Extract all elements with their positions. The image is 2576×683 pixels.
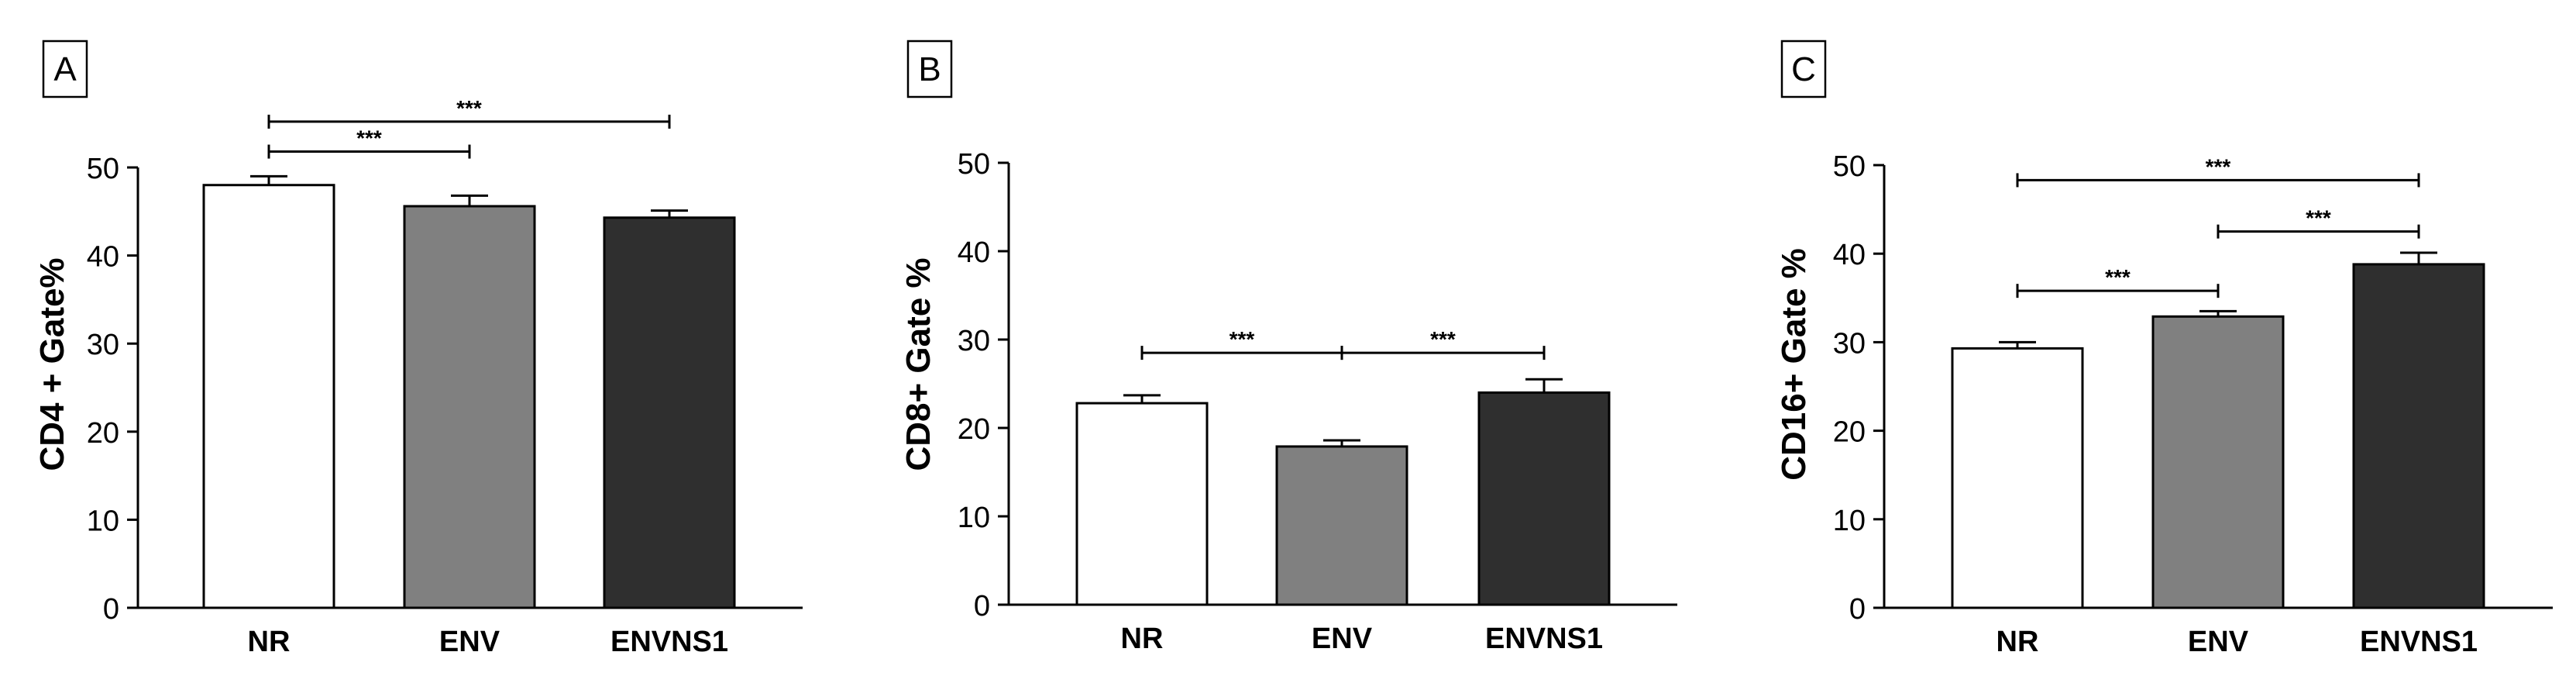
bar-nr xyxy=(1951,347,2084,609)
significance-label: *** xyxy=(356,126,382,150)
x-tick-label: ENVNS1 xyxy=(610,626,728,658)
y-tick-label: 20 xyxy=(87,417,119,450)
y-tick-label: 50 xyxy=(1833,150,1866,183)
y-tick-label: 40 xyxy=(1833,239,1866,271)
x-tick-label: NR xyxy=(1121,623,1164,655)
panel-label: C xyxy=(1791,50,1816,88)
y-tick-label: 20 xyxy=(1833,416,1866,449)
panel-label: A xyxy=(53,50,77,88)
y-tick-label: 10 xyxy=(87,505,119,537)
y-axis-label: CD16+ Gate % xyxy=(1775,248,1813,481)
bar-env xyxy=(403,205,536,609)
x-tick-label: ENV xyxy=(1312,623,1373,655)
plot-area: 0 10 20 30 40 50 NR ENV ENVNS1 *** *** *** xyxy=(1833,150,2553,658)
significance-label: *** xyxy=(1430,327,1456,351)
bar-envns1 xyxy=(1477,391,1611,606)
panel-a: A CD4 + Gate% 0 10 20 30 40 50 NR ENV ENVNS1 *** *… xyxy=(33,40,803,658)
panel-label-box xyxy=(906,40,953,98)
plot-area: 0 10 20 30 40 50 NR ENV ENVNS1 *** *** xyxy=(87,96,803,658)
y-tick-label: 30 xyxy=(1833,327,1866,360)
bar-nr xyxy=(1075,402,1209,606)
x-tick-label: ENVNS1 xyxy=(1485,623,1603,655)
bar-envns1 xyxy=(603,216,736,609)
significance-label: *** xyxy=(456,96,482,120)
y-tick-label: 10 xyxy=(1833,505,1866,537)
y-tick-label: 40 xyxy=(87,241,119,274)
significance-label: *** xyxy=(1230,327,1255,351)
panel-b: B CD8+ Gate % 0 10 20 30 40 50 NR ENV ENVNS1 *** *… xyxy=(899,40,1677,655)
panel-label-box xyxy=(42,40,88,98)
y-tick-label: 0 xyxy=(1849,593,1866,626)
significance-label: *** xyxy=(2306,206,2331,230)
plot-area: 0 10 20 30 40 50 NR ENV ENVNS1 *** *** xyxy=(958,148,1677,655)
x-tick-label: NR xyxy=(1996,626,2039,658)
x-tick-label: NR xyxy=(248,626,291,658)
bar-nr xyxy=(202,184,335,609)
x-tick-label: ENVNS1 xyxy=(2360,626,2478,658)
y-tick-label: 50 xyxy=(958,148,990,181)
bar-envns1 xyxy=(2352,263,2485,609)
y-tick-label: 40 xyxy=(958,236,990,269)
bar-env xyxy=(2151,315,2285,609)
y-tick-label: 30 xyxy=(87,329,119,361)
panel-label-box xyxy=(1780,40,1827,98)
panel-c: C CD16+ Gate % 0 10 20 30 40 50 NR ENV ENVNS1 ***… xyxy=(1775,40,2553,658)
x-tick-label: ENV xyxy=(2188,626,2249,658)
significance-label: *** xyxy=(2105,265,2131,289)
significance-label: *** xyxy=(2206,154,2231,178)
bar-env xyxy=(1275,445,1408,606)
y-tick-label: 0 xyxy=(103,593,119,626)
x-tick-label: ENV xyxy=(439,626,500,658)
y-tick-label: 0 xyxy=(974,590,990,623)
y-tick-label: 50 xyxy=(87,153,119,185)
y-tick-label: 20 xyxy=(958,413,990,446)
y-axis-label: CD4 + Gate% xyxy=(33,257,71,471)
y-axis-label: CD8+ Gate % xyxy=(899,257,937,471)
y-tick-label: 10 xyxy=(958,502,990,534)
panel-label: B xyxy=(918,50,941,88)
y-tick-label: 30 xyxy=(958,325,990,357)
